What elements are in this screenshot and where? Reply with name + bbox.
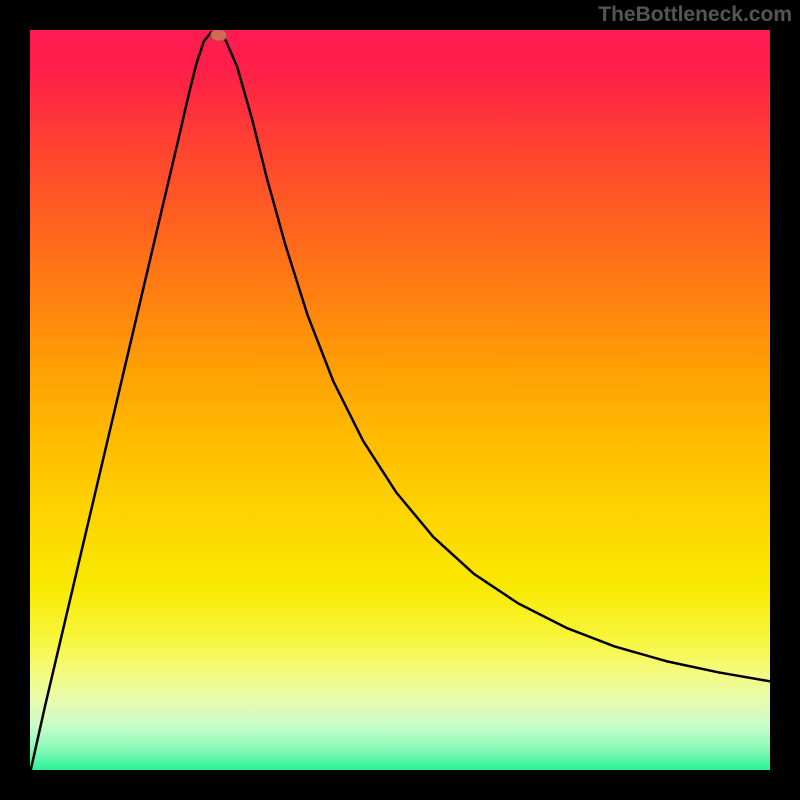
plot-area [30,30,770,770]
optimal-point-marker [211,30,227,41]
watermark-text: TheBottleneck.com [598,3,792,27]
chart-container: TheBottleneck.com [0,0,800,800]
plot-svg [30,30,770,770]
